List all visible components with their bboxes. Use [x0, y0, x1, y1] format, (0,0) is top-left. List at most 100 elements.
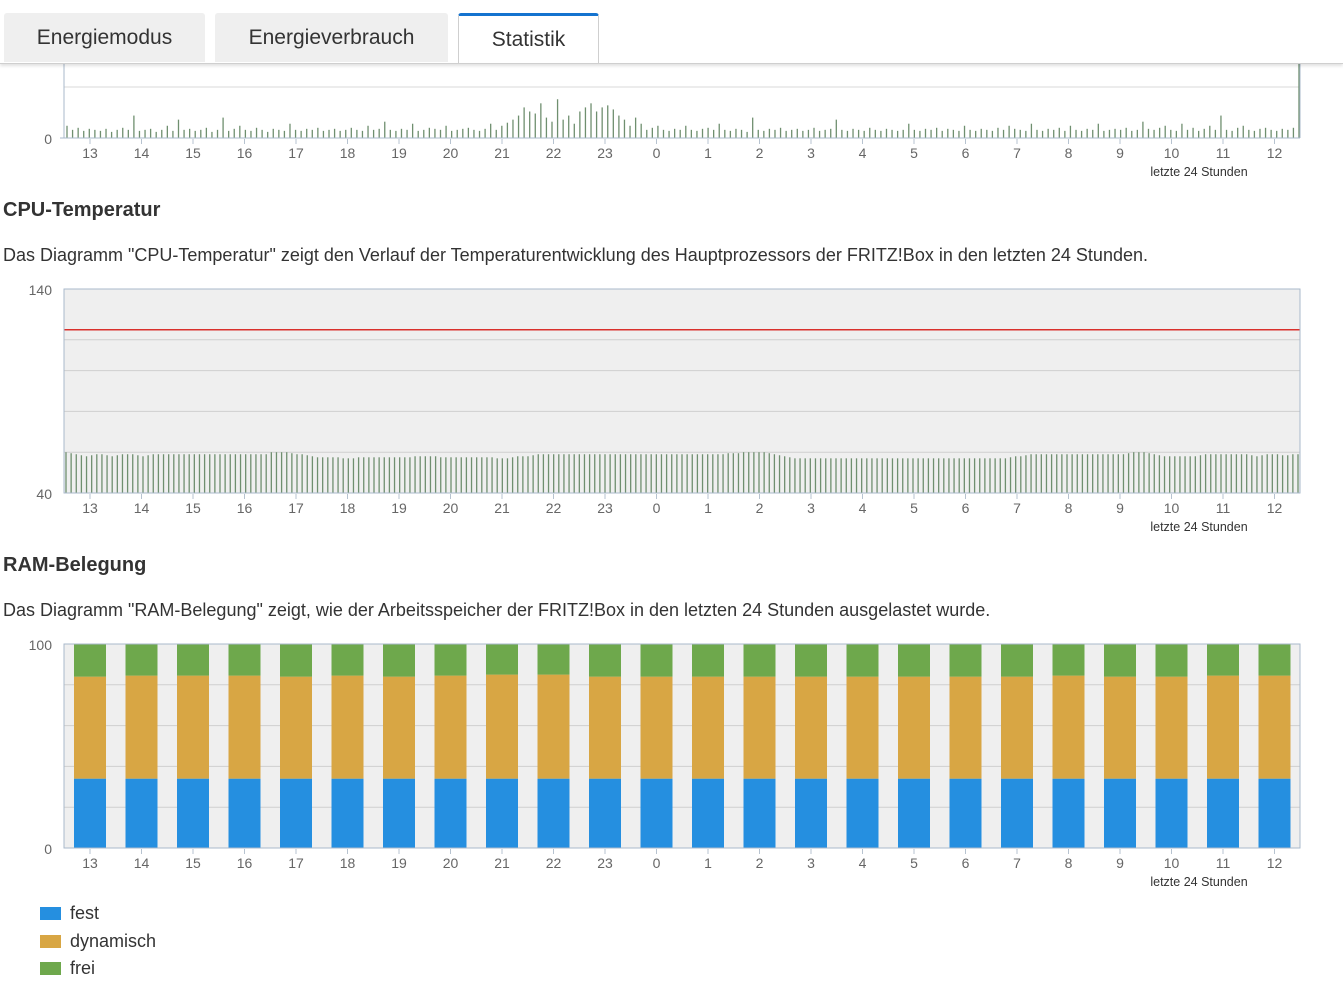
- ram-bar-frei: [589, 644, 621, 677]
- ram-bar-frei: [486, 644, 518, 675]
- x-tick-label: 17: [288, 855, 304, 871]
- ram-bar-fest: [228, 778, 261, 848]
- x-tick-label: 4: [859, 145, 867, 161]
- x-tick-label: 1: [704, 145, 712, 161]
- ram-bar-fest: [125, 778, 158, 848]
- ram-bar-fest: [537, 778, 570, 848]
- x-tick-label: 21: [494, 500, 510, 516]
- ram-bar-fest: [795, 778, 827, 848]
- tab-energieverbrauch[interactable]: Energieverbrauch: [215, 13, 448, 62]
- ram-bar-dynamisch: [898, 676, 930, 779]
- x-tick-label: 13: [82, 145, 98, 161]
- x-tick-label: 3: [807, 145, 815, 161]
- x-tick-label: 15: [185, 145, 201, 161]
- x-tick-label: 3: [807, 855, 815, 871]
- x-tick-label: 0: [653, 500, 661, 516]
- period-label: letzte 24 Stunden: [1150, 520, 1247, 534]
- ram-bar-fest: [1258, 778, 1291, 848]
- x-tick-label: 6: [962, 855, 970, 871]
- ram-bar-dynamisch: [692, 676, 724, 779]
- x-tick-label: 11: [1216, 855, 1231, 871]
- ram-bar-dynamisch: [228, 675, 261, 779]
- y-tick-label: 40: [36, 486, 52, 502]
- legend-swatch: [40, 934, 61, 948]
- ram-bar-dynamisch: [949, 676, 982, 779]
- x-tick-label: 7: [1013, 855, 1021, 871]
- x-tick-label: 1: [704, 500, 712, 516]
- x-tick-label: 11: [1216, 500, 1231, 516]
- cpu-temp-title: CPU-Temperatur: [3, 199, 161, 221]
- ram-bar-frei: [640, 644, 673, 677]
- x-tick-label: 7: [1013, 145, 1021, 161]
- ram-bar-fest: [589, 778, 621, 848]
- x-tick-label: 7: [1013, 500, 1021, 516]
- ram-description: Das Diagramm "RAM-Belegung" zeigt, wie d…: [3, 600, 991, 620]
- ram-bar-dynamisch: [1207, 675, 1239, 779]
- tab-statistik[interactable]: Statistik: [458, 13, 599, 63]
- ram-bar-frei: [1207, 644, 1239, 676]
- ram-bar-fest: [383, 778, 415, 848]
- ram-bar-dynamisch: [743, 676, 776, 779]
- ram-bar-fest: [1207, 778, 1239, 848]
- ram-bar-fest: [640, 778, 673, 848]
- ram-bar-frei: [125, 644, 158, 676]
- x-tick-label: 22: [546, 500, 562, 516]
- x-tick-label: 2: [756, 500, 764, 516]
- period-label: letzte 24 Stunden: [1150, 165, 1247, 179]
- ram-legend: fest dynamisch frei: [40, 900, 156, 983]
- x-tick-label: 23: [597, 500, 613, 516]
- x-tick-label: 5: [910, 145, 918, 161]
- tab-energiemodus[interactable]: Energiemodus: [4, 13, 205, 62]
- x-tick-label: 0: [653, 855, 661, 871]
- ram-bar-fest: [1104, 778, 1136, 848]
- x-tick-label: 17: [288, 145, 304, 161]
- ram-bar-frei: [1155, 644, 1188, 677]
- legend-label: frei: [70, 958, 96, 979]
- ram-bar-frei: [692, 644, 724, 677]
- x-tick-label: 22: [546, 145, 562, 161]
- ram-bar-fest: [177, 778, 209, 848]
- y-tick-label: 0: [44, 841, 52, 857]
- ram-bar-dynamisch: [640, 676, 673, 779]
- ram-bar-dynamisch: [74, 676, 106, 779]
- x-tick-label: 14: [134, 855, 150, 871]
- ram-bar-dynamisch: [125, 675, 158, 779]
- ram-bar-frei: [1104, 644, 1136, 677]
- x-tick-label: 4: [859, 855, 867, 871]
- x-tick-label: 9: [1116, 145, 1124, 161]
- x-tick-label: 19: [391, 145, 407, 161]
- x-tick-label: 2: [756, 145, 764, 161]
- ram-bar-fest: [949, 778, 982, 848]
- ram-bar-dynamisch: [486, 674, 518, 779]
- ram-bar-frei: [846, 644, 879, 677]
- x-tick-label: 4: [859, 500, 867, 516]
- x-tick-label: 6: [962, 500, 970, 516]
- x-tick-label: 20: [443, 855, 459, 871]
- ram-bar-dynamisch: [280, 676, 312, 779]
- ram-bar-frei: [1052, 644, 1085, 676]
- x-tick-label: 16: [237, 500, 253, 516]
- x-tick-label: 13: [82, 500, 98, 516]
- plot-border: [63, 643, 1301, 849]
- ram-bar-fest: [434, 778, 467, 848]
- y-tick-label: 100: [29, 637, 53, 653]
- x-tick-label: 12: [1267, 145, 1283, 161]
- ram-bar-fest: [486, 778, 518, 848]
- x-tick-label: 9: [1116, 500, 1124, 516]
- ram-bar-dynamisch: [383, 676, 415, 779]
- legend-item-frei: frei: [40, 955, 156, 983]
- ram-bar-frei: [434, 644, 467, 676]
- ram-bar-frei: [280, 644, 312, 677]
- ram-bar-fest: [280, 778, 312, 848]
- tab-bar: Energiemodus Energieverbrauch Statistik: [0, 0, 1343, 64]
- ram-bar-frei: [228, 644, 261, 676]
- x-tick-label: 22: [546, 855, 562, 871]
- ram-bar-fest: [1001, 778, 1033, 848]
- x-tick-label: 18: [340, 855, 356, 871]
- ram-bar-frei: [743, 644, 776, 677]
- x-tick-label: 5: [910, 500, 918, 516]
- x-tick-label: 17: [288, 500, 304, 516]
- x-tick-label: 10: [1164, 855, 1180, 871]
